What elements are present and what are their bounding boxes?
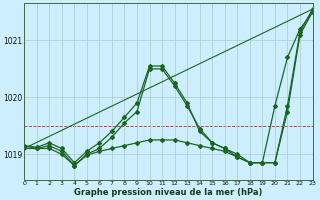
X-axis label: Graphe pression niveau de la mer (hPa): Graphe pression niveau de la mer (hPa) bbox=[74, 188, 262, 197]
